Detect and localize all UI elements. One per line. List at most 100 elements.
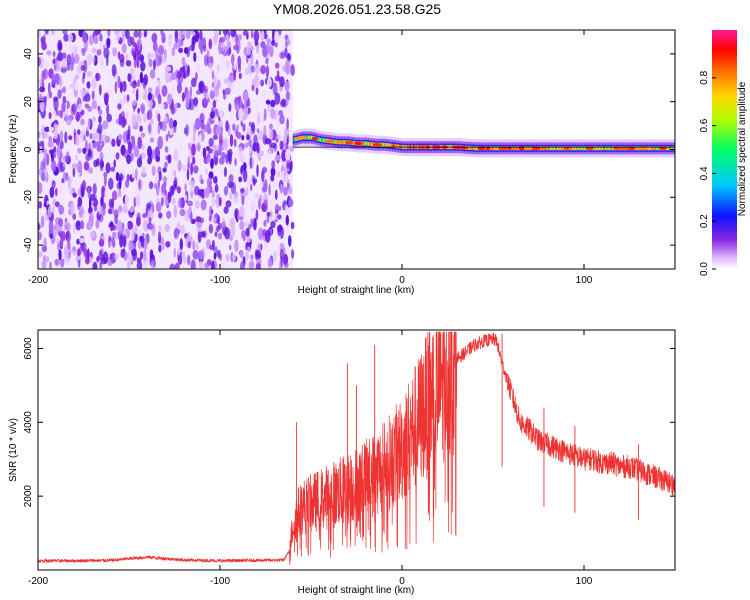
noise-blob xyxy=(179,238,183,251)
y-tick-label: -20 xyxy=(23,190,34,205)
noise-blob xyxy=(86,71,93,77)
noise-blob xyxy=(140,251,144,260)
noise-blob xyxy=(285,160,291,170)
noise-blob xyxy=(189,211,193,223)
colorbar-label: Normalized spectral amplitude xyxy=(737,81,748,216)
noise-blob xyxy=(114,253,119,260)
noise-blob xyxy=(214,85,220,98)
noise-blob xyxy=(76,238,80,245)
noise-blob xyxy=(250,183,253,192)
noise-blob xyxy=(213,34,218,45)
noise-blob xyxy=(83,134,86,141)
noise-blob xyxy=(155,201,162,213)
ridge-core xyxy=(472,146,475,151)
noise-blob xyxy=(149,69,156,79)
noise-blob xyxy=(92,54,96,64)
noise-blob xyxy=(77,160,83,174)
y-tick-label: 6000 xyxy=(23,337,34,360)
noise-blob xyxy=(104,188,109,201)
noise-blob xyxy=(263,241,268,250)
noise-blob xyxy=(161,183,167,194)
noise-blob xyxy=(176,221,181,230)
noise-blob xyxy=(109,253,113,260)
ridge-core xyxy=(607,146,610,151)
noise-blob xyxy=(157,136,164,150)
noise-blob xyxy=(47,82,51,94)
noise-blob xyxy=(285,41,288,49)
noise-blob xyxy=(261,150,264,156)
noise-blob xyxy=(261,90,266,99)
noise-blob xyxy=(108,198,113,208)
noise-blob xyxy=(139,125,143,132)
ridge-core xyxy=(673,146,675,151)
noise-blob xyxy=(110,166,115,172)
noise-blob xyxy=(246,46,251,56)
noise-blob xyxy=(282,161,287,167)
ridge-core xyxy=(474,146,476,151)
noise-blob xyxy=(213,252,217,260)
noise-blob xyxy=(267,104,272,112)
noise-blob xyxy=(229,134,234,147)
noise-blob xyxy=(141,32,144,38)
ridge-core xyxy=(612,146,614,151)
noise-blob xyxy=(200,178,204,185)
colorbar-tick-label: 0.0 xyxy=(699,262,710,276)
noise-blob xyxy=(108,236,112,242)
noise-blob xyxy=(111,138,116,147)
noise-blob xyxy=(42,255,47,263)
noise-blob xyxy=(160,226,166,239)
noise-blob xyxy=(180,30,186,40)
noise-blob xyxy=(38,224,41,230)
noise-blob xyxy=(100,206,104,214)
noise-blob xyxy=(161,85,168,97)
noise-blob xyxy=(280,255,284,268)
noise-blob xyxy=(239,250,244,259)
noise-blob xyxy=(269,45,274,58)
noise-blob xyxy=(63,33,69,42)
noise-blob xyxy=(140,132,146,138)
snr-panel: -200 -100 0 100 2000 4000 6000 Height of stra… xyxy=(8,329,676,596)
noise-blob xyxy=(168,117,174,129)
ridge-core xyxy=(600,146,602,151)
noise-blob xyxy=(97,105,101,111)
noise-blob xyxy=(218,133,223,146)
noise-blob xyxy=(224,87,231,95)
noise-blob xyxy=(173,170,177,177)
noise-blob xyxy=(167,154,172,164)
noise-blob xyxy=(290,64,295,76)
noise-blob xyxy=(290,221,295,230)
noise-blob xyxy=(124,193,130,207)
noise-blob xyxy=(48,126,54,132)
ridge-core xyxy=(601,146,604,151)
noise-blob xyxy=(264,30,267,40)
noise-blob xyxy=(218,232,223,240)
noise-blob xyxy=(143,31,147,38)
noise-blob xyxy=(39,86,46,93)
noise-blob xyxy=(142,212,148,219)
noise-blob xyxy=(98,249,103,261)
noise-blob xyxy=(52,147,56,153)
noise-blob xyxy=(165,73,171,84)
noise-blob xyxy=(208,137,214,147)
noise-blob xyxy=(229,244,232,251)
noise-blob xyxy=(192,35,197,41)
noise-blob xyxy=(137,79,140,88)
noise-blob xyxy=(44,167,48,179)
noise-blob xyxy=(214,183,219,193)
ridge-core xyxy=(322,138,325,143)
noise-blob xyxy=(86,81,91,89)
noise-blob xyxy=(134,224,138,235)
ridge-core xyxy=(636,146,638,151)
noise-blob xyxy=(81,213,87,220)
noise-blob xyxy=(81,30,87,43)
noise-blob xyxy=(263,125,267,137)
ridge-core xyxy=(321,138,323,143)
ridge-core xyxy=(561,146,563,151)
noise-blob xyxy=(147,99,153,109)
noise-blob xyxy=(98,238,105,247)
noise-blob xyxy=(40,215,45,228)
noise-blob xyxy=(264,138,271,145)
noise-blob xyxy=(190,259,196,269)
noise-blob xyxy=(208,148,213,154)
noise-blob xyxy=(131,49,136,57)
